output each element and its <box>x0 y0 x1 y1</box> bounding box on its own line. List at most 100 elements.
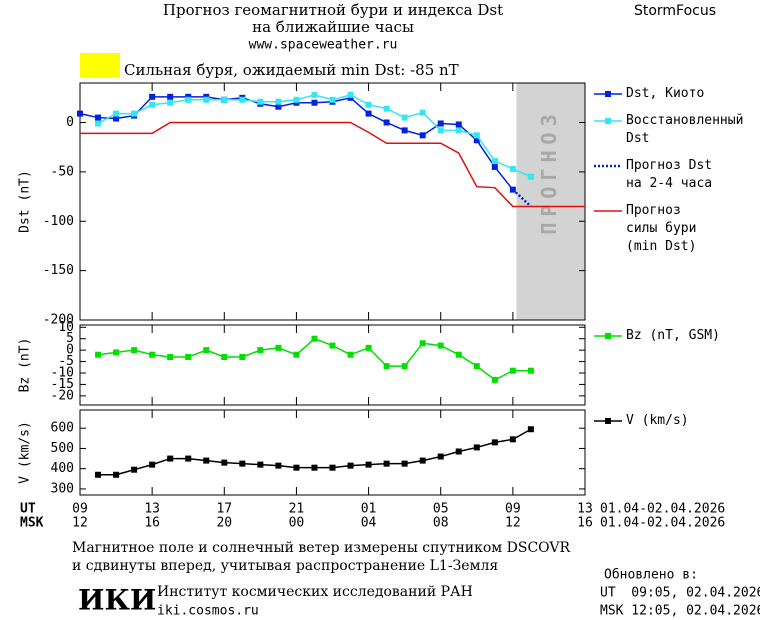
plot-frame <box>79 409 586 496</box>
point <box>257 347 264 354</box>
point <box>95 114 102 121</box>
point <box>311 99 318 106</box>
point <box>293 96 300 103</box>
point <box>509 436 516 443</box>
point <box>293 464 300 471</box>
point <box>131 110 138 117</box>
point <box>365 101 372 108</box>
point <box>365 344 372 351</box>
point <box>383 460 390 467</box>
brand: StormFocus <box>634 3 716 19</box>
point <box>347 91 354 98</box>
point <box>437 127 444 134</box>
point <box>383 105 390 112</box>
point <box>185 354 192 360</box>
x-row-label: UT <box>20 502 36 517</box>
point <box>149 461 156 468</box>
point <box>113 471 120 478</box>
point <box>149 351 156 358</box>
logo: ИКИ <box>78 584 156 617</box>
x-tick-label: 13 <box>144 502 160 517</box>
y-tick-label: 600 <box>51 421 74 436</box>
plot-frame <box>79 82 586 321</box>
point <box>509 165 516 172</box>
point <box>401 460 408 467</box>
point <box>239 354 246 360</box>
point <box>239 460 246 467</box>
point <box>401 114 408 121</box>
series-line <box>512 188 532 208</box>
alert-box <box>80 53 120 77</box>
legend-label: Восстановленный Dst <box>626 113 744 146</box>
point <box>491 439 498 446</box>
y-tick-label: 10 <box>58 320 74 335</box>
y-tick-label: 400 <box>51 461 74 476</box>
point <box>221 96 228 103</box>
point <box>527 426 534 433</box>
point <box>113 110 120 117</box>
point <box>221 459 228 466</box>
point <box>437 453 444 460</box>
point <box>419 132 426 139</box>
legend-label: Прогноз силы бури (min Dst) <box>626 203 697 254</box>
point <box>95 351 102 358</box>
point <box>473 132 480 139</box>
point <box>185 96 192 103</box>
updated-msk: MSK 12:05, 02.04.2026 <box>600 604 760 619</box>
series-line <box>80 121 585 208</box>
point <box>167 99 174 106</box>
x-tick-label: 05 <box>433 502 449 517</box>
date-range: 01.04-02.04.2026 <box>600 516 725 531</box>
point <box>347 351 354 358</box>
point <box>167 93 174 100</box>
point <box>257 98 264 105</box>
x-tick-label-msk: 20 <box>216 516 232 531</box>
point <box>419 109 426 116</box>
x-tick-label-msk: 16 <box>144 516 160 531</box>
point <box>455 351 462 358</box>
x-tick-label-msk: 12 <box>72 516 88 531</box>
x-tick-label-msk: 04 <box>361 516 377 531</box>
y-tick-label: -5 <box>58 354 74 369</box>
date-range: 01.04-02.04.2026 <box>600 502 725 517</box>
y-tick-label: -50 <box>51 164 74 179</box>
website: iki.cosmos.ru <box>157 604 259 619</box>
x-tick-label: 13 <box>577 502 593 517</box>
point <box>455 121 462 128</box>
point <box>167 354 174 360</box>
point <box>329 96 336 103</box>
x-tick-label: 09 <box>72 502 88 517</box>
y-tick-label: -100 <box>43 214 74 229</box>
y-tick-label: 5 <box>66 331 74 346</box>
point <box>401 127 408 134</box>
forecast-label: ПРОГНОЗ <box>537 108 561 234</box>
note: и сдвинуты вперед, учитывая распростране… <box>72 558 498 574</box>
y-axis-title: V (km/s) <box>18 421 33 484</box>
point <box>203 457 210 464</box>
point <box>527 367 534 374</box>
point <box>419 340 426 347</box>
point <box>491 158 498 165</box>
legend-marker <box>605 333 611 339</box>
x-tick-label: 01 <box>361 502 377 517</box>
alert: Сильная буря, ожидаемый min Dst: -85 nT <box>124 61 459 79</box>
point <box>473 363 480 370</box>
y-tick-label: -200 <box>43 313 74 328</box>
y-tick-label: 0 <box>66 115 74 130</box>
point <box>95 120 102 127</box>
point <box>239 96 246 103</box>
point <box>455 127 462 134</box>
legend-label: Bz (nT, GSM) <box>626 328 720 343</box>
series-line <box>79 96 514 191</box>
point <box>293 351 300 358</box>
point <box>383 363 390 370</box>
point <box>275 462 282 469</box>
y-tick-label: 0 <box>66 343 74 358</box>
y-tick-label: 500 <box>51 441 74 456</box>
y-tick-label: 300 <box>51 481 74 496</box>
y-axis-title: Dst (nT) <box>18 170 33 233</box>
point <box>311 335 318 342</box>
point <box>257 461 264 468</box>
